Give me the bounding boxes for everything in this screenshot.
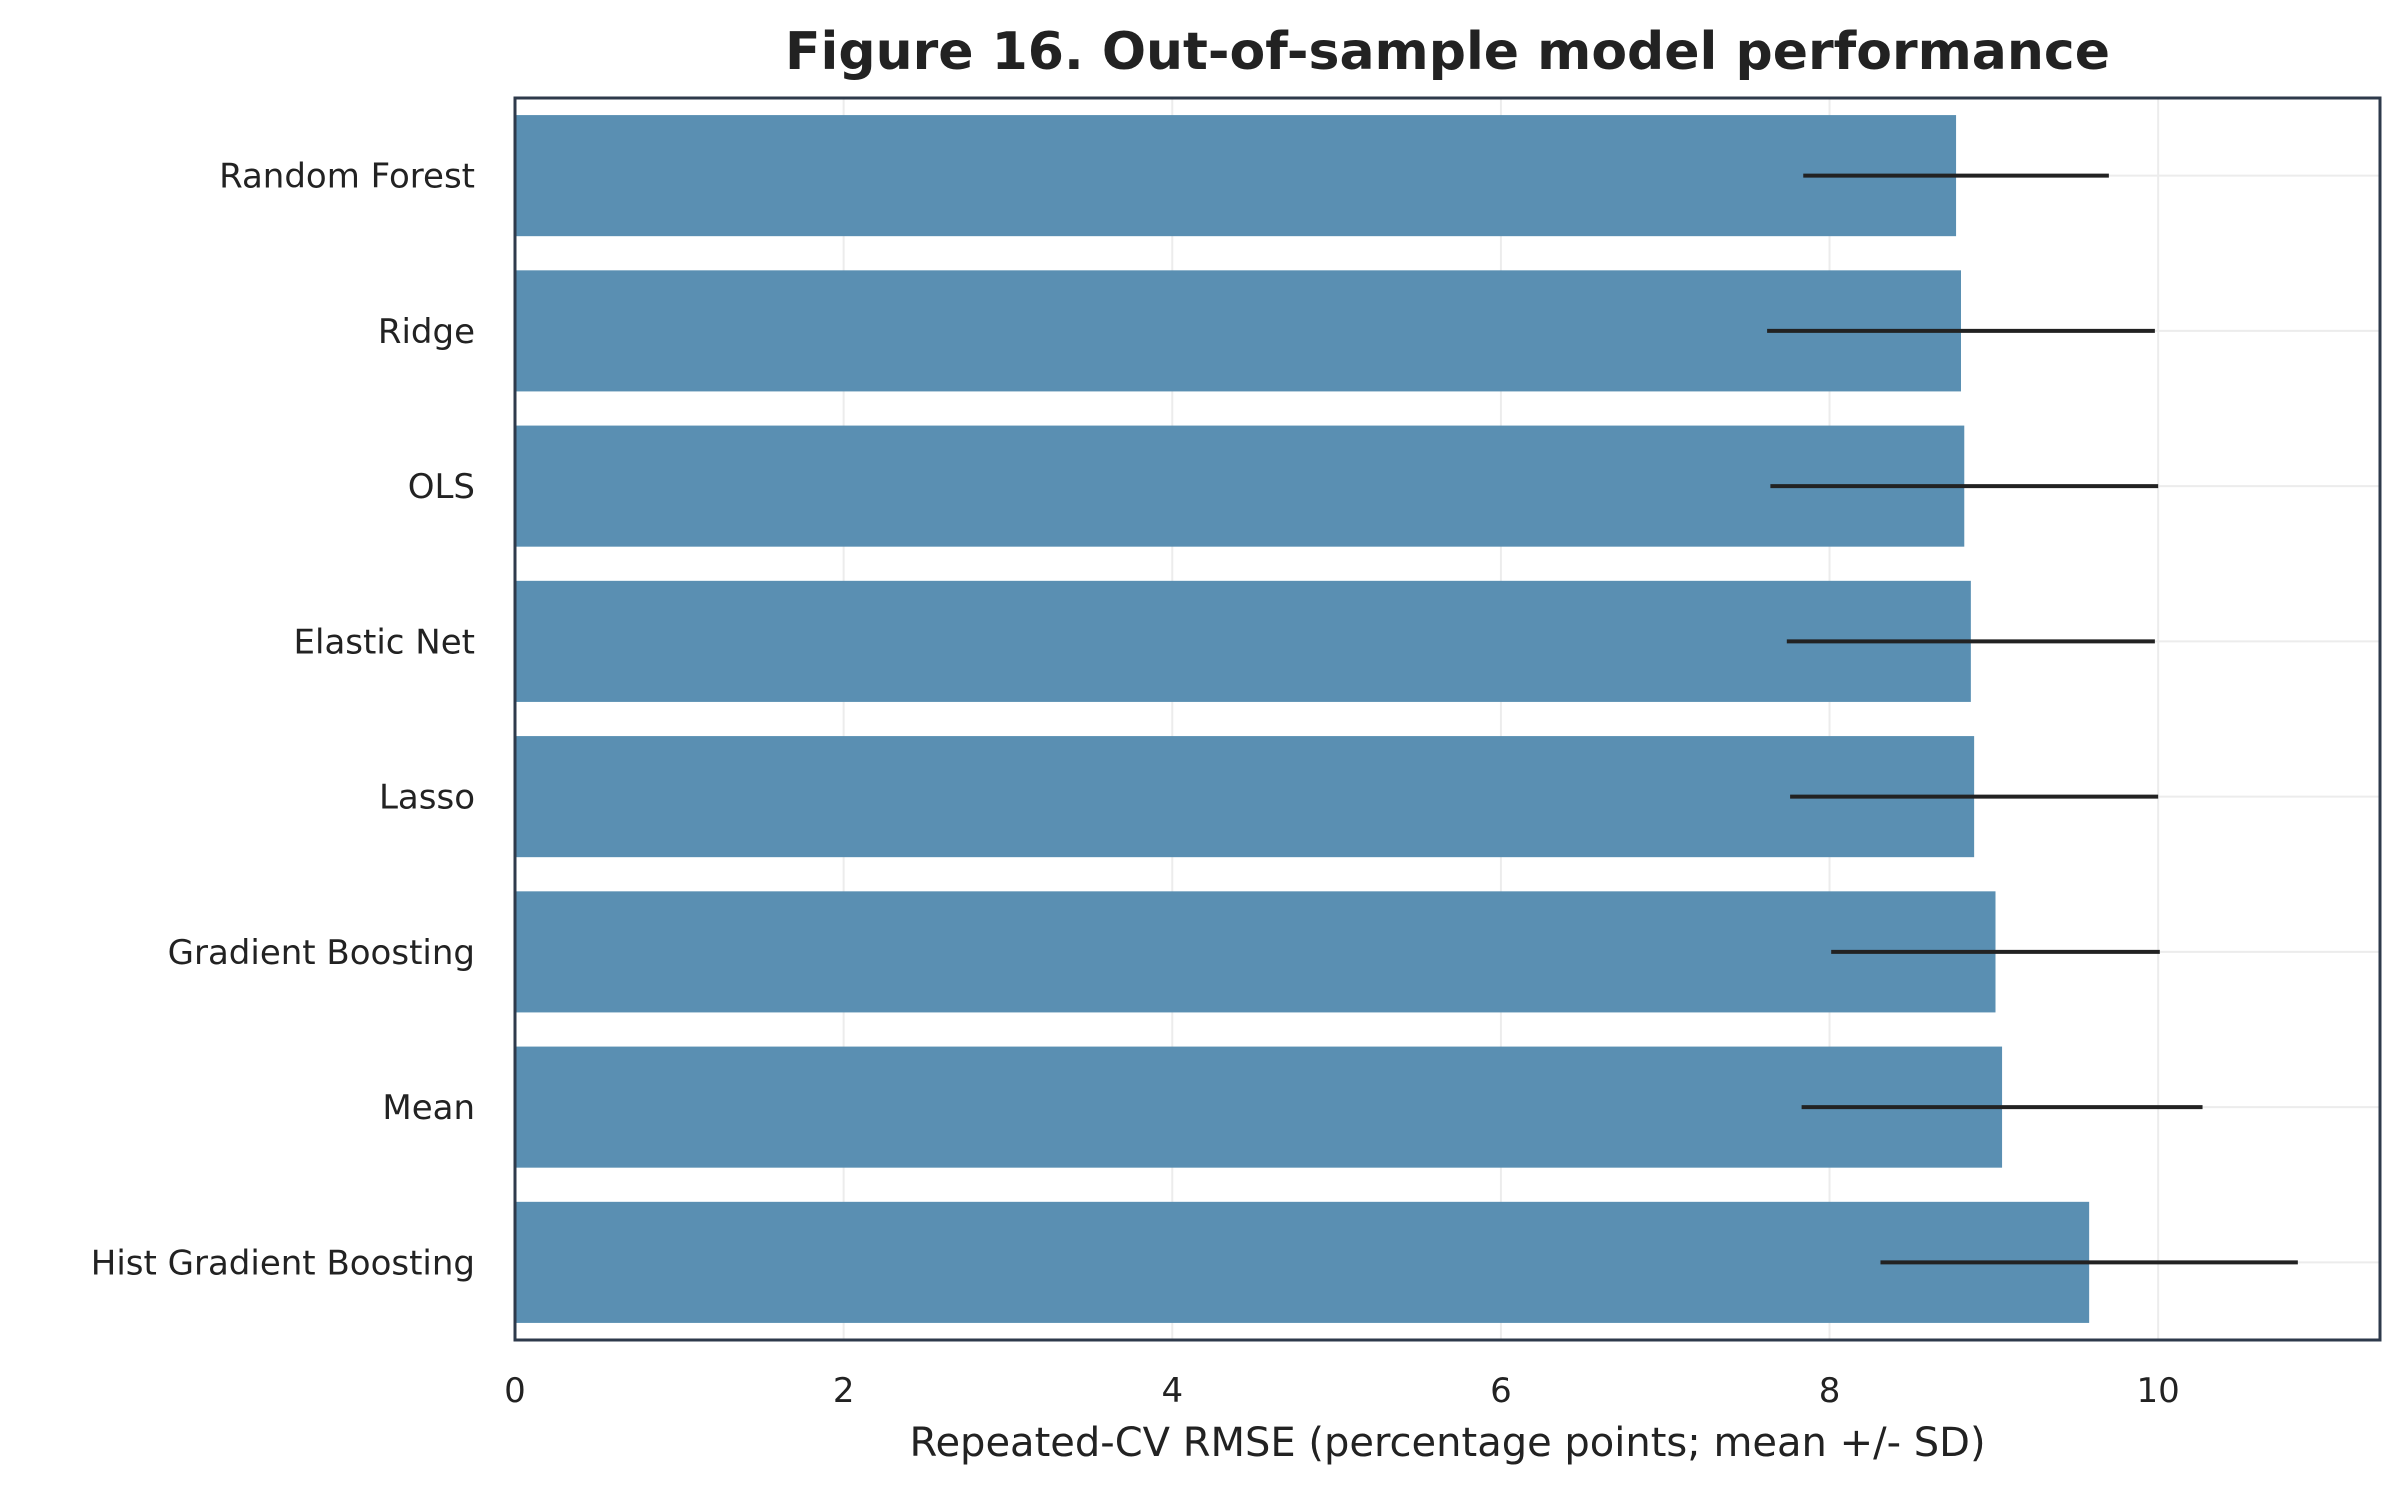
- x-tick-label: 2: [833, 1371, 855, 1411]
- x-tick-label: 6: [1490, 1371, 1512, 1411]
- bar: [515, 270, 1961, 392]
- y-tick-label: Mean: [382, 1088, 475, 1128]
- x-tick-labels: 0 2 4 6 8 10: [504, 1371, 2180, 1411]
- chart-title: Figure 16. Out-of-sample model performan…: [785, 22, 2110, 82]
- y-tick-labels: Random Forest Ridge OLS Elastic Net Lasso Gra…: [91, 157, 475, 1284]
- bar: [515, 736, 1975, 858]
- bars: [515, 115, 2090, 1323]
- y-tick-label: Hist Gradient Boosting: [91, 1243, 475, 1283]
- y-tick-label: Lasso: [379, 778, 475, 818]
- y-tick-label: OLS: [408, 467, 475, 507]
- bar: [515, 425, 1965, 547]
- bar: [515, 115, 1957, 237]
- y-tick-label: Elastic Net: [294, 622, 475, 662]
- bar: [515, 1201, 2090, 1323]
- x-axis-label: Repeated-CV RMSE (percentage points; mea…: [909, 1420, 1986, 1466]
- error-bars: [1767, 173, 2298, 1265]
- y-tick-label: Ridge: [378, 312, 475, 352]
- bar: [515, 891, 1996, 1013]
- x-tick-label: 8: [1819, 1371, 1841, 1411]
- x-tick-label: 0: [504, 1371, 526, 1411]
- bar: [515, 580, 1971, 702]
- y-tick-label: Random Forest: [219, 157, 475, 197]
- y-tick-label: Gradient Boosting: [168, 933, 475, 973]
- plot-frame: [513, 96, 2382, 1342]
- bar: [515, 1046, 2003, 1168]
- x-tick-label: 4: [1161, 1371, 1183, 1411]
- x-tick-label: 10: [2137, 1371, 2180, 1411]
